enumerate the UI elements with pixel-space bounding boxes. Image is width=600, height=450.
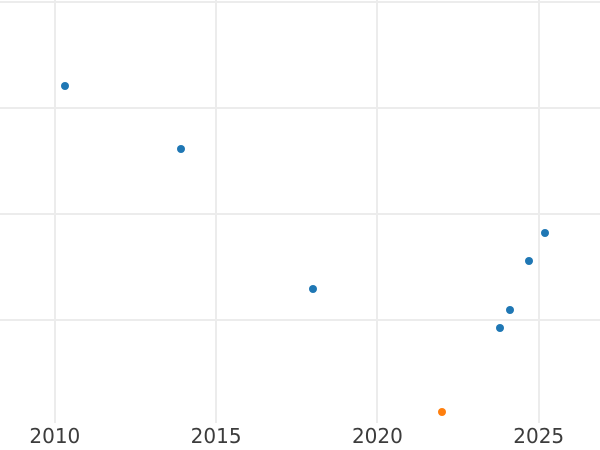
x-tick-label: 2020: [351, 424, 403, 448]
x-axis: 2010 2015 2020 2025: [0, 423, 600, 450]
data-point-blue-series: [525, 256, 534, 265]
data-point-orange-series: [437, 408, 446, 417]
x-gridline: [537, 0, 540, 423]
x-tick-label: 2015: [190, 424, 242, 448]
x-gridline: [53, 0, 56, 423]
data-point-blue-series: [176, 145, 185, 154]
x-tick-label: 2025: [513, 424, 565, 448]
y-gridline: [0, 1, 600, 4]
data-point-blue-series: [541, 229, 550, 238]
y-gridline: [0, 319, 600, 322]
plot-area: [0, 0, 600, 423]
data-point-blue-series: [505, 305, 514, 314]
x-gridline: [376, 0, 379, 423]
data-point-blue-series: [308, 285, 317, 294]
data-point-blue-series: [496, 323, 504, 332]
y-gridline: [0, 213, 600, 216]
x-gridline: [215, 0, 218, 423]
y-gridline: [0, 107, 600, 110]
data-point-blue-series: [60, 81, 69, 90]
x-tick-label: 2010: [29, 424, 81, 448]
